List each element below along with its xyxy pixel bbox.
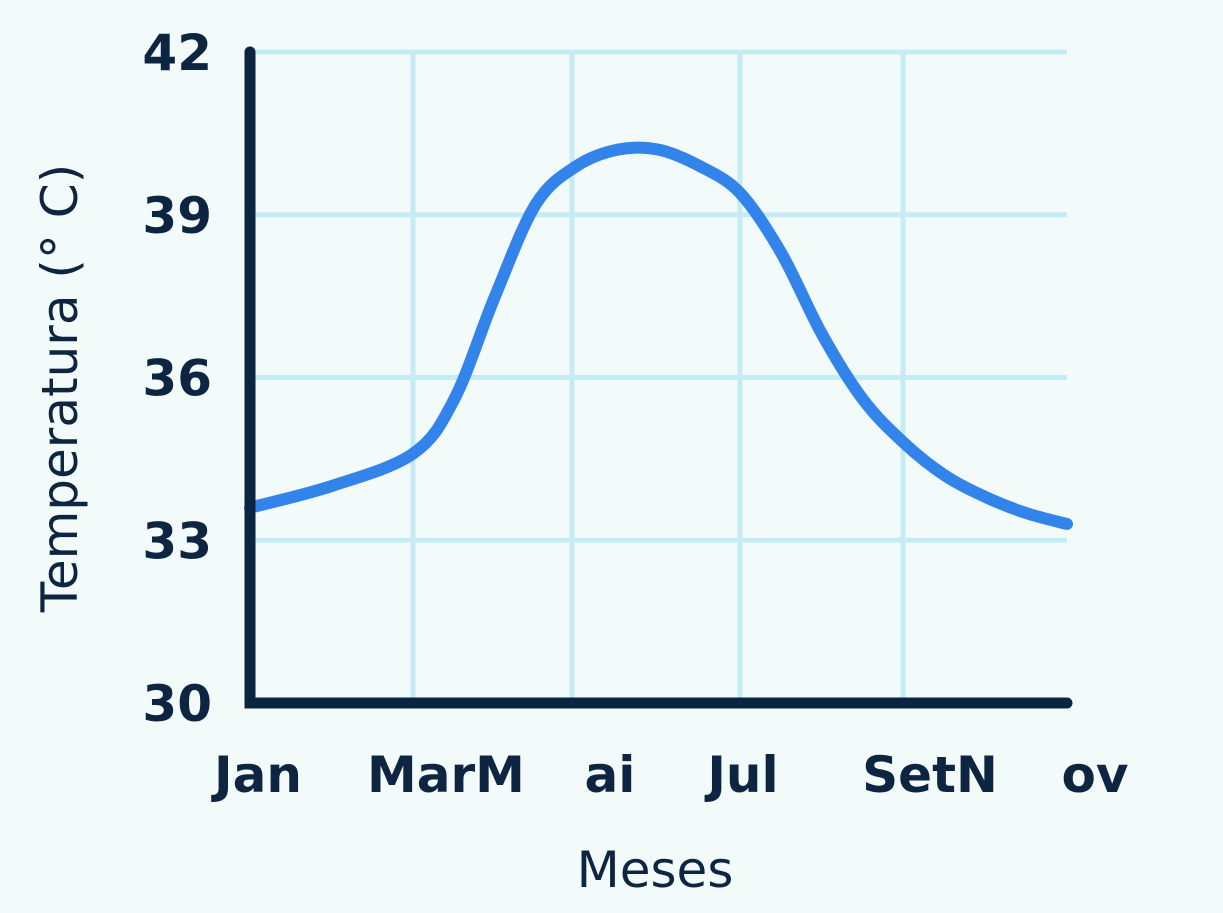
label-layer: 30 33 36 39 42 Jan MarM ai Jul SetN ov: [142, 24, 1128, 804]
x-tick-label: Jan: [211, 746, 302, 804]
y-tick-label: 30: [142, 675, 212, 733]
series-line: [244, 141, 1073, 530]
x-axis-title: Meses: [577, 841, 734, 899]
x-tick-label: Jul: [704, 746, 778, 804]
y-axis-title: Temperatura (° C): [31, 164, 89, 613]
x-tick-label: MarM: [367, 746, 525, 804]
series-layer: [244, 141, 1073, 530]
x-tick-label: ov: [1062, 746, 1129, 804]
grid-layer: [250, 49, 1067, 703]
y-tick-label: 36: [142, 350, 212, 408]
axes: [244, 46, 1073, 709]
y-tick-label: 42: [142, 24, 212, 82]
x-tick-label: ai: [585, 746, 636, 804]
axis-layer: [244, 46, 1073, 709]
y-tick-label: 39: [142, 187, 212, 245]
x-tick-label: SetN: [862, 746, 998, 804]
y-tick-label: 33: [142, 512, 212, 570]
